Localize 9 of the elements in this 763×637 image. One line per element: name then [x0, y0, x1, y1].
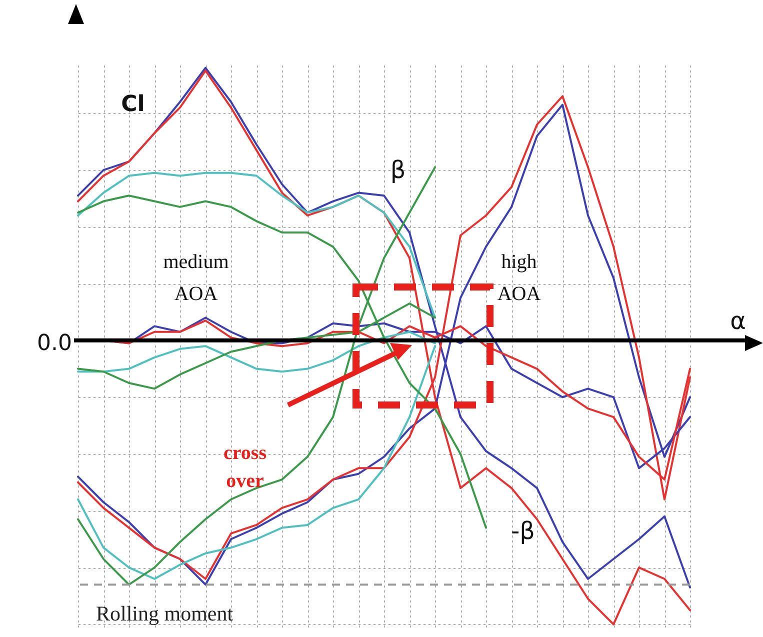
annotation: β: [390, 156, 406, 184]
annotation: cross over: [224, 442, 267, 492]
annotation: medium AOA: [163, 251, 230, 305]
annotation: high AOA: [497, 251, 542, 305]
annotation: -β: [511, 517, 535, 545]
text: 0.0: [37, 331, 72, 356]
ref-line-label: Rolling moment: [96, 602, 234, 626]
y-axis-title: Cl: [121, 92, 145, 117]
x-axis-title: α: [730, 307, 746, 335]
